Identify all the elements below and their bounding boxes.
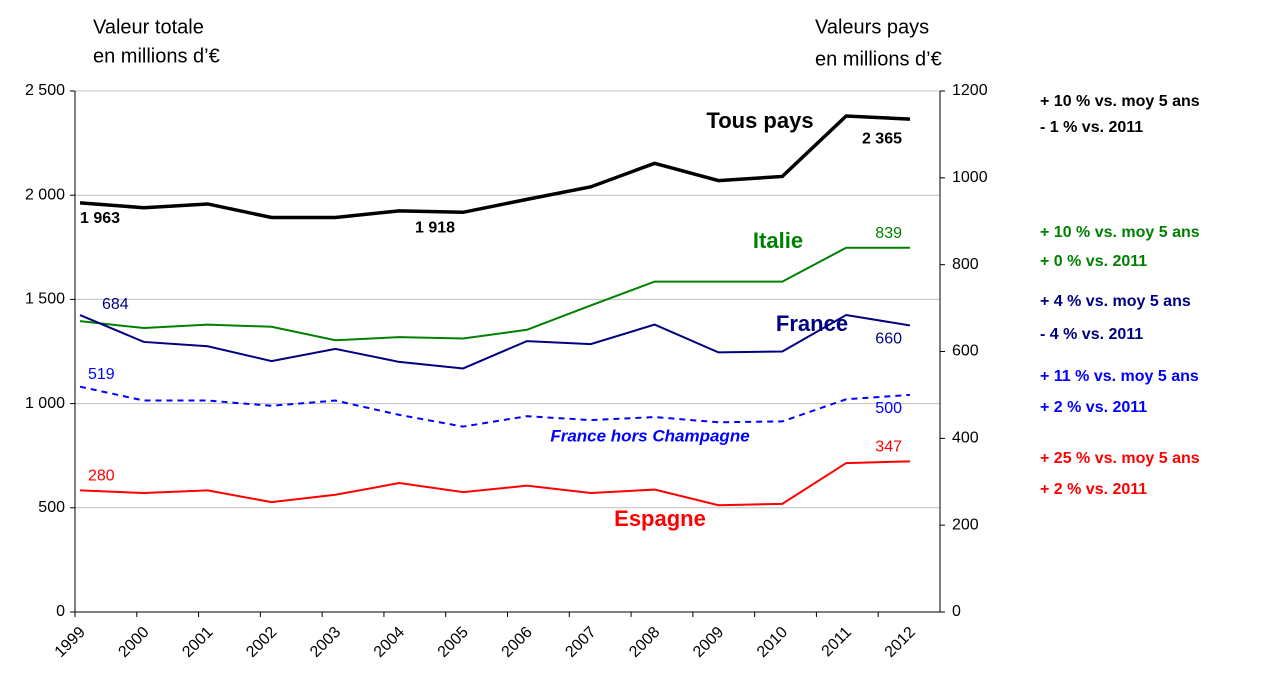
y-tick-label: 2 000 — [25, 186, 65, 203]
y2-tick-label: 800 — [952, 256, 979, 273]
x-tick-label: 2000 — [115, 624, 152, 661]
x-tick-label: 2003 — [307, 624, 344, 661]
series-name: Italie — [753, 228, 803, 253]
x-tick-label: 2004 — [371, 624, 408, 661]
series-name: Tous pays — [706, 108, 813, 133]
y-axis-title: Valeur totale — [93, 16, 204, 38]
y-tick-label: 1 500 — [25, 291, 65, 308]
series-name: France hors Champagne — [550, 426, 749, 445]
y2-tick-label: 400 — [952, 430, 979, 447]
data-label: 500 — [875, 400, 902, 417]
series-name: Espagne — [614, 506, 706, 531]
data-label: 839 — [875, 225, 902, 242]
annotation: + 25 % vs. moy 5 ans — [1040, 450, 1200, 467]
annotation: - 4 % vs. 2011 — [1040, 326, 1143, 343]
annotation: + 2 % vs. 2011 — [1040, 399, 1147, 416]
y2-tick-label: 600 — [952, 343, 979, 360]
x-tick-label: 2005 — [435, 624, 472, 661]
data-label: 684 — [102, 296, 129, 313]
data-label: 280 — [88, 468, 115, 485]
series-line — [79, 114, 911, 220]
data-label: 1 963 — [80, 210, 120, 227]
data-label: 519 — [88, 366, 115, 383]
series-line — [79, 460, 911, 507]
y2-tick-label: 200 — [952, 516, 979, 533]
annotation: + 2 % vs. 2011 — [1040, 481, 1147, 498]
annotation: + 10 % vs. moy 5 ans — [1040, 224, 1200, 241]
y-tick-label: 500 — [38, 499, 65, 516]
x-tick-label: 2007 — [562, 624, 599, 661]
annotation: - 1 % vs. 2011 — [1040, 119, 1143, 136]
y-tick-label: 2 500 — [25, 82, 65, 99]
y-axis-title: en millions d’€ — [93, 45, 220, 67]
annotation: + 11 % vs. moy 5 ans — [1040, 368, 1199, 385]
series-line — [79, 246, 910, 342]
annotation: + 10 % vs. moy 5 ans — [1040, 93, 1200, 110]
x-tick-label: 2010 — [754, 624, 791, 661]
x-tick-label: 2001 — [179, 624, 216, 661]
series-name: France — [776, 311, 848, 336]
data-label: 1 918 — [415, 220, 455, 237]
x-tick-label: 2006 — [499, 624, 536, 661]
annotation: + 4 % vs. moy 5 ans — [1040, 293, 1191, 310]
x-tick-label: 2002 — [243, 624, 280, 661]
y2-tick-label: 0 — [952, 603, 961, 620]
y2-axis-title: Valeurs pays — [815, 16, 929, 38]
y2-tick-label: 1200 — [952, 82, 988, 99]
x-tick-label: 2012 — [882, 624, 919, 661]
series-line — [79, 385, 911, 428]
data-label: 347 — [875, 439, 902, 456]
x-tick-label: 2009 — [690, 624, 727, 661]
series-line — [79, 313, 911, 370]
y-tick-label: 0 — [56, 603, 65, 620]
annotation: + 0 % vs. 2011 — [1040, 253, 1147, 270]
data-label: 660 — [875, 331, 902, 348]
y2-axis-title: en millions d’€ — [815, 48, 942, 70]
x-tick-label: 2008 — [626, 624, 663, 661]
data-label: 2 365 — [862, 130, 902, 147]
x-tick-label: 1999 — [52, 624, 89, 661]
y2-tick-label: 1000 — [952, 169, 988, 186]
x-tick-label: 2011 — [819, 624, 855, 660]
y-tick-label: 1 000 — [25, 395, 65, 412]
